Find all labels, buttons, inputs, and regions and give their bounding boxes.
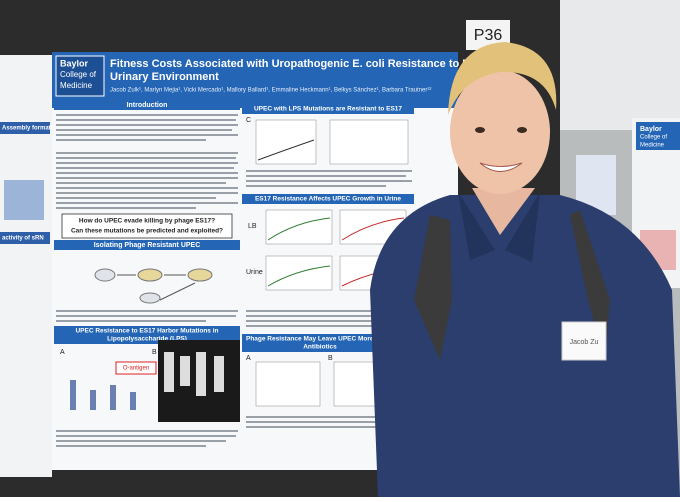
panel-label: A: [60, 349, 65, 356]
question-box: [61, 213, 233, 239]
o-antigen-label: O-antigen: [123, 366, 149, 372]
plot: [339, 209, 407, 245]
section-title: UPEC with LPS Mutations are Resistant to…: [254, 106, 402, 113]
body-text: [246, 170, 412, 187]
left-heading: Assembly formation: [2, 126, 60, 132]
o-antigen-box: [115, 361, 157, 375]
panel-label: A: [246, 355, 251, 362]
person: Jacob Zu: [370, 42, 680, 497]
section-title: UPEC Resistance to ES17 Harbor Mutations…: [75, 328, 218, 335]
body-text: [56, 430, 238, 447]
panel-label: B: [152, 349, 157, 356]
poster-title: Fitness Costs Associated with Uropathoge…: [110, 58, 482, 70]
section-title: Isolating Phage Resistant UPEC: [94, 242, 201, 249]
plot-curve: [267, 217, 331, 241]
right-logo: [636, 122, 680, 150]
logo-text: Medicine: [640, 143, 665, 149]
eye: [475, 127, 485, 133]
section-title: Lipopolysaccharide (LPS): [107, 336, 187, 343]
panel-label: B: [328, 355, 333, 362]
smile: [479, 162, 523, 172]
body-text: [56, 310, 238, 322]
plot-curve: [341, 217, 405, 241]
logo-text: Baylor: [60, 58, 89, 68]
plot: [265, 255, 333, 291]
name-tag: [561, 321, 607, 361]
left-header: [0, 232, 50, 244]
plot-curve: [267, 265, 331, 287]
panel-label: LB: [248, 223, 257, 230]
workflow-diagram: [94, 268, 213, 304]
question: Can these mutations be predicted and exp…: [71, 228, 223, 235]
section-header: [54, 100, 240, 110]
section-header: [54, 326, 240, 344]
poster-authors: Jacob Zulk¹, Marlyn Mejia¹, Vicki Mercad…: [110, 88, 431, 94]
logo-text: College of: [640, 135, 667, 141]
section-header: [54, 240, 240, 250]
poster-header: [52, 52, 458, 108]
plot: [255, 361, 321, 407]
poster-title: Urinary Environment: [110, 71, 219, 83]
section-title: Introduction: [127, 102, 168, 109]
section-title: ES17 Resistance Affects UPEC Growth in U…: [255, 196, 401, 203]
logo-text: Medicine: [60, 81, 93, 90]
plot: [265, 209, 333, 245]
body-text: [246, 416, 412, 428]
plot: [329, 119, 409, 165]
name-tag-text: Jacob Zu: [570, 339, 599, 346]
sign-text: P36: [474, 27, 503, 44]
section-header: [242, 334, 414, 352]
logo-text: Baylor: [640, 126, 662, 133]
question: How do UPEC evade killing by phage ES17?: [79, 218, 215, 225]
left-header: [0, 122, 50, 134]
panel-label: C: [246, 117, 251, 124]
neck: [472, 188, 535, 235]
panel-label: Urine: [246, 269, 263, 276]
gel-bands: [164, 352, 224, 396]
plot-curve: [257, 139, 315, 161]
backpack-strap: [414, 215, 452, 360]
logo-text: College of: [60, 70, 97, 79]
collar: [458, 192, 540, 262]
section-title: Phage Resistance May Leave UPEC More Su: [246, 336, 384, 343]
logo-box: [55, 55, 105, 97]
section-header: [242, 194, 414, 204]
eye: [517, 127, 527, 133]
hair: [448, 42, 557, 115]
lps-diagram: [70, 380, 136, 410]
section-title: Antibiotics: [303, 344, 337, 351]
face: [450, 70, 550, 194]
section-header: [242, 104, 414, 114]
body-text: [246, 310, 412, 327]
ceiling: [560, 0, 680, 130]
left-heading: activity of sRN: [2, 236, 44, 242]
left-figure: [4, 180, 44, 220]
body-text: [56, 114, 238, 209]
left-poster: [0, 55, 52, 477]
